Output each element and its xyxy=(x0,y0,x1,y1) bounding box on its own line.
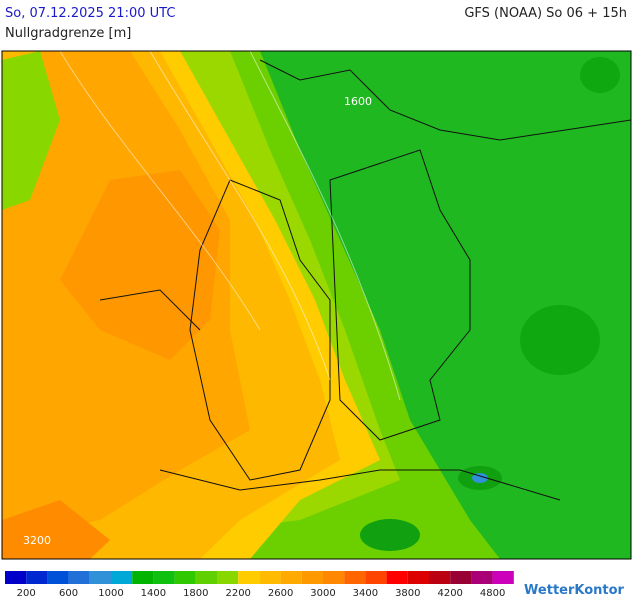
legend-swatch xyxy=(195,571,217,584)
legend-swatch xyxy=(89,571,111,584)
map-field xyxy=(2,51,631,559)
legend-swatch xyxy=(132,571,154,584)
legend-swatch xyxy=(344,571,366,584)
legend-swatch xyxy=(26,571,48,584)
legend-swatch xyxy=(280,571,302,584)
contour-label: 1600 xyxy=(344,95,372,108)
map-frame xyxy=(1,50,632,560)
legend-swatch xyxy=(365,571,387,584)
legend-label: 1000 xyxy=(98,588,123,599)
legend-label: 3000 xyxy=(310,588,335,599)
legend-swatch xyxy=(429,571,451,584)
legend-swatch xyxy=(450,571,472,584)
legend-swatch xyxy=(238,571,260,584)
legend-label: 3800 xyxy=(395,588,420,599)
color-legend: 200 600 1000 1400 1800 2200 2600 3000 3400 3800 42… xyxy=(5,571,514,599)
legend-swatch xyxy=(301,571,323,584)
legend-swatch xyxy=(5,571,27,584)
legend-swatch xyxy=(407,571,429,584)
legend-swatch xyxy=(386,571,408,584)
legend-swatch xyxy=(323,571,345,584)
legend-swatch xyxy=(217,571,239,584)
legend-swatch xyxy=(259,571,281,584)
legend-swatch xyxy=(492,571,514,584)
legend-label: 2200 xyxy=(225,588,250,599)
legend-label: 4800 xyxy=(480,588,505,599)
legend-swatch xyxy=(111,571,133,584)
contour-label: 3200 xyxy=(23,534,51,547)
legend-swatch xyxy=(174,571,196,584)
legend-swatch xyxy=(471,571,493,584)
legend-label: 1800 xyxy=(183,588,208,599)
legend-label: 4200 xyxy=(437,588,462,599)
legend-label: 1400 xyxy=(141,588,166,599)
legend-swatch xyxy=(153,571,175,584)
parameter: Nullgradgrenze [m] xyxy=(5,26,132,41)
legend-label: 600 xyxy=(59,588,78,599)
model-run: GFS (NOAA) So 06 + 15h xyxy=(464,6,627,21)
legend-label: 3400 xyxy=(353,588,378,599)
legend-swatch xyxy=(68,571,90,584)
legend-label: 2600 xyxy=(268,588,293,599)
brand: WetterKontor xyxy=(524,583,625,598)
datetime: So, 07.12.2025 21:00 UTC xyxy=(5,6,176,21)
legend-label: 200 xyxy=(17,588,36,599)
legend-swatch xyxy=(47,571,69,584)
